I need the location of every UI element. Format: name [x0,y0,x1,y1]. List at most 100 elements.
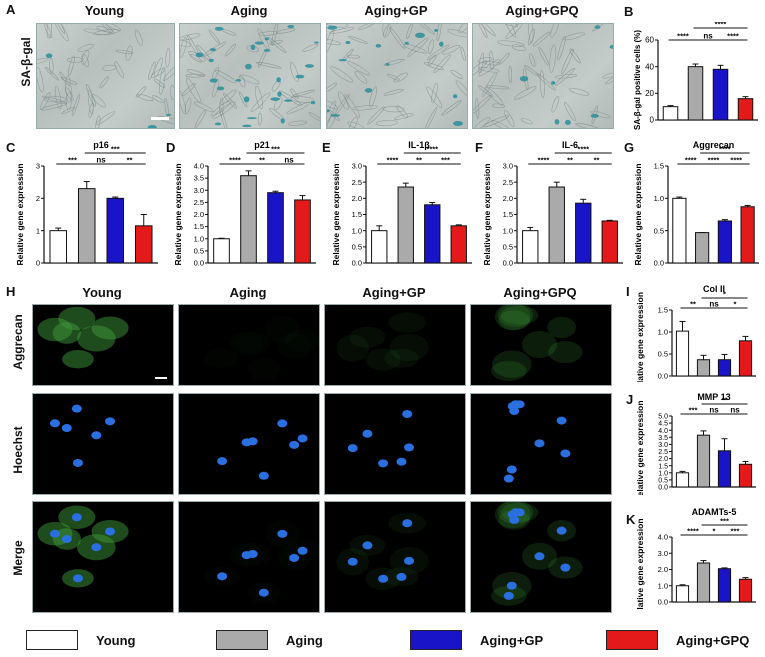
cell-outline [239,74,260,85]
nucleus [509,515,520,524]
significance-label: **** [387,156,399,165]
significance-label: ns [703,32,713,41]
cell-outline [508,66,513,84]
sa-gal-stain [147,124,157,128]
bar-young [522,230,539,264]
cell-field [37,24,174,128]
aggrecan-signal [498,310,530,331]
sa-gal-stain [214,122,222,126]
sa-gal-stain [554,119,560,125]
y-tick-label: 3.0 [194,186,204,195]
chart-title: IL-1β [408,140,430,150]
y-tick-label: 4.0 [194,162,204,171]
cell-outline [41,95,68,104]
bar-aging [695,232,710,264]
cell-outline [170,85,174,101]
sa-gal-stain [277,91,282,97]
fluor-field [217,419,308,480]
chart-title: Col II [703,284,725,294]
significance-label: **** [727,32,739,41]
nucleus [362,541,373,550]
cell-outline [258,31,279,36]
sa-gal-stain [590,114,599,118]
chart-e: IL-1β Relative gene expression 0.0 0.5 1.0 1.… [331,140,472,268]
nucleus [258,588,269,597]
cell-outline [114,61,125,79]
cell-outline [64,87,74,101]
y-tick-label: 2.5 [658,449,668,456]
nucleus [510,400,521,409]
legend-swatch-aging-gpq [606,630,658,650]
bar-aging-gp [106,197,125,264]
y-tick-label: 1.0 [654,194,664,203]
nucleus [404,556,415,565]
y-tick-label: 1.0 [194,234,204,243]
bar-aging-gpq [601,220,618,264]
cell-outline [473,94,492,115]
nucleus [105,417,116,426]
cell-outline [499,52,510,65]
cell-outline [163,61,174,82]
y-axis-label: Relative gene expression [635,292,645,382]
sa-gal-stain [375,43,382,48]
cell-outline [99,76,109,89]
cell-outline [44,24,53,39]
sa-gal-stain [45,53,53,59]
cell-outline [219,106,228,128]
bar-aging-gp [267,192,284,264]
nucleus [506,581,517,590]
cell-outline [369,86,378,108]
hoechst-image-aging [178,393,320,495]
cell-outline [423,61,444,71]
aggrecan-signal [265,316,299,344]
nucleus [217,572,228,581]
panel-label-a: A [6,2,16,17]
chart-j: MMP 13 Relative gene expression 0.00.51.01… [635,392,756,495]
aggrecan-signal [58,306,96,331]
y-tick-label: 0.0 [503,259,513,268]
significance-label: ns [709,406,719,415]
nucleus [396,572,407,581]
col-title-aging: Aging [230,3,268,18]
cell-outline [194,109,207,128]
cell-outline [592,24,610,32]
cell-outline [527,28,535,45]
significance-label: * [723,290,726,299]
nucleus [396,457,407,466]
merge-image-aging [178,501,320,613]
cell-outline [180,33,201,41]
y-tick-label: 3.5 [194,174,204,183]
cell-outline [290,88,299,99]
cell-outline [354,70,368,84]
cell-outline [357,24,375,30]
cell-outline [255,61,282,69]
sa-gal-stain [264,37,269,41]
y-axis-label: Relative gene expression [635,518,645,610]
significance-label: *** [720,517,729,526]
significance-label: ** [594,156,600,165]
cell-outline [289,61,299,82]
cell-outline [223,93,237,109]
sa-gal-stain [295,74,305,79]
significance-label: *** [441,156,450,165]
sa-gal-stain [415,32,425,39]
chart-title: p21 [254,140,270,150]
y-tick-label: 0.0 [658,598,668,607]
cell-outline [503,24,517,38]
bar-aging-gpq [740,206,755,264]
bar-aging-gpq [738,340,753,377]
cell-outline [475,24,496,37]
nucleus [71,513,82,522]
cell-outline [286,102,310,114]
y-tick-label: 3.5 [658,435,668,442]
sa-gal-stain [364,88,373,93]
cell-outline [59,71,70,87]
h-row-title-hoechst: Hoechst [11,426,25,474]
nucleus [297,546,308,555]
y-tick-label: 1.0 [503,226,513,235]
legend-item-aging-gp: Aging+GP [410,630,543,650]
significance-label: **** [719,145,731,154]
sa-gal-stain [280,118,285,124]
y-tick-label: 1.5 [194,222,204,231]
